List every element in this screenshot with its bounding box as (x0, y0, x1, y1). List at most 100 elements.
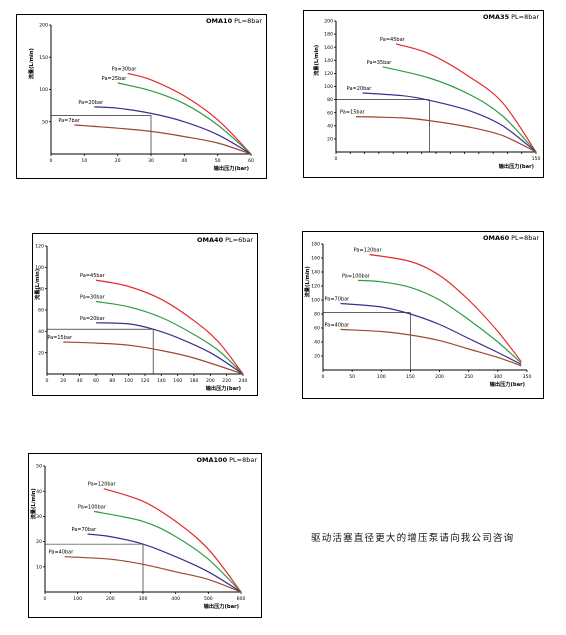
chart-title: OMA100 PL=8bar (196, 456, 258, 464)
chart-panel-oma10: 0 10 20 30 40 50 60 50 100 150 200 输出压力(bar) 流量(L/mi… (16, 14, 267, 179)
x-tick-label: 0 (322, 374, 325, 380)
y-tick-label: 40 (314, 340, 320, 346)
series-label: Pa=30bar (112, 66, 138, 72)
chart-oma40: 0 20 40 60 80 100 120 140 160 180 200 220 240 20 40 60 8… (33, 244, 247, 392)
x-tick-label: 60 (248, 158, 254, 164)
x-tick-label: 180 (190, 378, 199, 384)
x-axis-label: 输出压力(bar) (206, 384, 241, 392)
series-line-pa-30bar (95, 300, 244, 375)
x-tick-label: 300 (139, 596, 148, 602)
y-tick-label: 140 (324, 58, 333, 64)
x-tick-label: 100 (124, 378, 133, 384)
series-label: Pa=40bar (324, 322, 350, 328)
series-label: Pa=70bar (324, 297, 350, 303)
x-tick-label: 200 (106, 596, 115, 602)
y-tick-label: 40 (38, 329, 44, 335)
y-tick-label: 10 (36, 564, 42, 570)
series-line-pa-120bar (103, 488, 242, 593)
x-tick-label: 0 (46, 378, 49, 384)
series-line-pa-120bar (369, 253, 522, 362)
series-label: Pa=35bar (367, 60, 393, 66)
series-label: Pa=100bar (342, 273, 371, 279)
y-tick-label: 60 (38, 308, 44, 314)
series-line-pa-15bar (355, 116, 537, 153)
x-tick-label: 140 (157, 378, 166, 384)
series-line-pa-100bar (357, 279, 522, 364)
y-axis-label: 流量(L/min) (33, 269, 41, 300)
y-axis-label: 流量(L/min) (303, 266, 311, 297)
x-tick-label: 500 (204, 596, 213, 602)
chart-oma60: 0 50 100 150 200 250 300 350 20 40 60 80 100 120 140 16… (303, 242, 532, 388)
series-line-pa-45bar (95, 279, 244, 375)
series-label: Pa=120bar (88, 482, 117, 488)
x-axis-label: 输出压力(bar) (499, 162, 534, 170)
series-line-pa-7bar (74, 124, 252, 155)
y-tick-label: 20 (327, 137, 333, 143)
series-label: Pa=20bar (347, 86, 373, 92)
chart-oma35: 0 150 20 40 60 80 100 120 140 160 180 200 输出压力(bar) 流… (312, 19, 540, 170)
chart-panel-oma100: 0 100 200 300 400 500 600 10 20 30 40 50 输出压力(bar) 流量… (28, 453, 262, 618)
x-tick-label: 80 (109, 378, 115, 384)
x-tick-label: 0 (335, 156, 338, 162)
x-tick-label: 250 (464, 374, 473, 380)
y-axis-label: 流量(L/min) (312, 45, 320, 76)
y-tick-label: 60 (327, 110, 333, 116)
x-axis-label: 输出压力(bar) (204, 602, 239, 610)
x-tick-label: 120 (141, 378, 150, 384)
chart-panel-oma35: 0 150 20 40 60 80 100 120 140 160 180 200 输出压力(bar) 流… (303, 10, 544, 178)
series-line-pa-20bar (362, 92, 537, 153)
x-tick-label: 160 (173, 378, 182, 384)
y-axis-label: 流量(L/min) (27, 48, 35, 79)
series-label: Pa=30bar (80, 294, 106, 300)
x-tick-label: 350 (523, 374, 532, 380)
series-line-pa-70bar (87, 533, 242, 593)
series-line-pa-70bar (340, 302, 522, 365)
y-tick-label: 60 (314, 326, 320, 332)
y-tick-label: 40 (327, 123, 333, 129)
y-tick-label: 80 (327, 97, 333, 103)
series-label: Pa=100bar (78, 504, 107, 510)
y-tick-label: 20 (36, 539, 42, 545)
y-tick-label: 160 (324, 45, 333, 51)
x-tick-label: 0 (44, 596, 47, 602)
x-tick-label: 400 (171, 596, 180, 602)
y-tick-label: 50 (42, 119, 48, 125)
x-tick-label: 30 (148, 158, 154, 164)
chart-title: OMA35 PL=8bar (483, 13, 539, 21)
y-tick-label: 50 (36, 464, 42, 470)
y-tick-label: 80 (314, 312, 320, 318)
series-line-pa-40bar (64, 556, 242, 593)
y-tick-label: 80 (38, 286, 44, 292)
y-tick-label: 20 (314, 354, 320, 360)
x-tick-label: 50 (349, 374, 355, 380)
y-tick-label: 180 (311, 242, 320, 248)
y-tick-label: 20 (38, 350, 44, 356)
series-line-pa-30bar (127, 72, 252, 155)
series-label: Pa=120bar (354, 248, 383, 254)
y-tick-label: 200 (324, 19, 333, 25)
x-axis-label: 输出压力(bar) (490, 380, 525, 388)
series-label: Pa=15bar (340, 110, 366, 116)
x-tick-label: 200 (206, 378, 215, 384)
x-tick-label: 300 (493, 374, 502, 380)
x-tick-label: 600 (237, 596, 246, 602)
series-line-pa-15bar (63, 341, 244, 375)
x-tick-label: 10 (81, 158, 87, 164)
y-tick-label: 160 (311, 256, 320, 262)
x-tick-label: 40 (77, 378, 83, 384)
x-tick-label: 200 (435, 374, 444, 380)
chart-panel-oma60: 0 50 100 150 200 250 300 350 20 40 60 80 100 120 140 16… (302, 231, 544, 399)
y-tick-label: 120 (311, 284, 320, 290)
series-label: Pa=20bar (80, 316, 106, 322)
y-tick-label: 40 (36, 489, 42, 495)
chart-title: OMA40 PL=6bar (197, 236, 253, 244)
chart-title: OMA10 PL=8bar (206, 17, 262, 25)
x-tick-label: 150 (406, 374, 415, 380)
series-label: Pa=20bar (78, 100, 104, 106)
series-line-pa-100bar (93, 510, 242, 593)
y-tick-label: 120 (324, 71, 333, 77)
y-tick-label: 150 (39, 55, 48, 61)
series-label: Pa=7bar (58, 118, 80, 124)
series-line-pa-25bar (117, 82, 252, 155)
chart-oma10: 0 10 20 30 40 50 60 50 100 150 200 输出压力(bar) 流量(L/mi… (27, 23, 254, 172)
